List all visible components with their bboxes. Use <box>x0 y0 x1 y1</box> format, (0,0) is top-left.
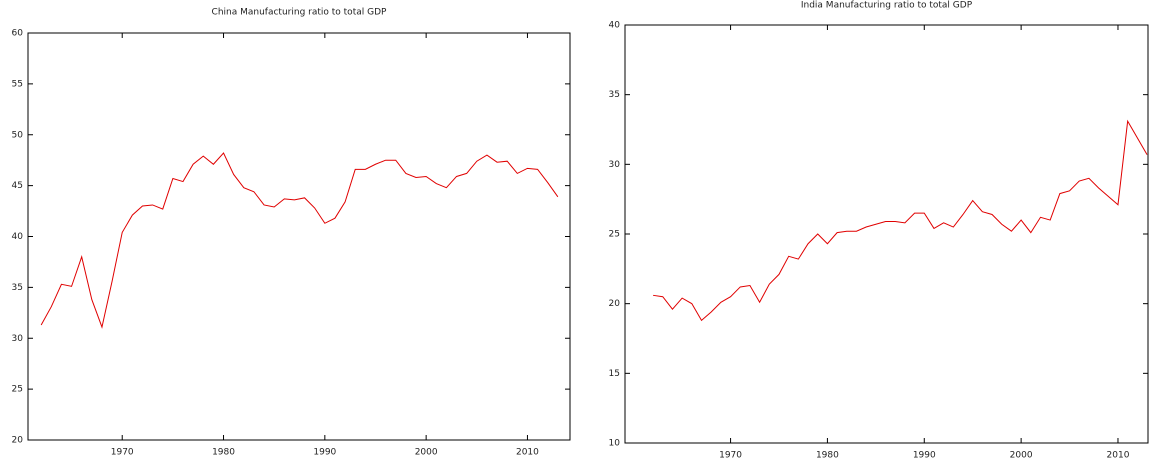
plot-frame <box>27 32 571 441</box>
data-line <box>40 152 559 329</box>
y-tick-label: 30 <box>609 160 621 170</box>
y-tick-label: 20 <box>12 436 24 446</box>
y-tick-label: 20 <box>609 299 621 309</box>
chart-title: China Manufacturing ratio to total GDP <box>212 8 387 18</box>
y-tick-label: 40 <box>609 21 621 31</box>
y-tick-label: 15 <box>609 369 620 379</box>
x-tick-label: 1970 <box>719 451 742 461</box>
y-tick-label: 35 <box>12 283 23 293</box>
y-tick-label: 40 <box>12 232 24 242</box>
y-tick-label: 50 <box>12 130 24 140</box>
y-tick-label: 25 <box>12 385 23 395</box>
chart-title: India Manufacturing ratio to total GDP <box>801 1 973 11</box>
data-line <box>653 119 1148 322</box>
y-tick-label: 55 <box>12 79 23 89</box>
x-tick-label: 1980 <box>212 448 235 458</box>
x-tick-label: 2010 <box>516 448 539 458</box>
x-tick-label: 1970 <box>111 448 134 458</box>
x-tick-label: 1990 <box>913 451 936 461</box>
y-tick-label: 25 <box>609 230 620 240</box>
x-tick-label: 1980 <box>816 451 839 461</box>
y-tick-label: 60 <box>12 29 24 39</box>
y-tick-label: 30 <box>12 334 24 344</box>
y-tick-label: 10 <box>609 439 621 449</box>
x-tick-label: 2010 <box>1107 451 1130 461</box>
x-tick-label: 2000 <box>415 448 438 458</box>
plot-frame <box>624 24 1149 444</box>
y-tick-label: 45 <box>12 181 23 191</box>
y-tick-label: 35 <box>609 90 620 100</box>
x-tick-label: 1990 <box>313 448 336 458</box>
x-tick-label: 2000 <box>1010 451 1033 461</box>
